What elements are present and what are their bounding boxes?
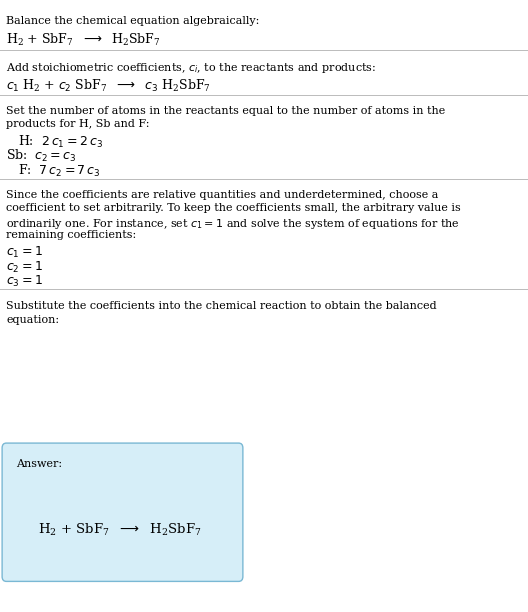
Text: remaining coefficients:: remaining coefficients: — [6, 230, 137, 240]
Text: $c_1$ H$\mathregular{_2}$ + $c_2$ SbF$\mathregular{_7}$  $\longrightarrow$  $c_3: $c_1$ H$\mathregular{_2}$ + $c_2$ SbF$\m… — [6, 78, 211, 94]
Text: $c_3 = 1$: $c_3 = 1$ — [6, 274, 43, 289]
FancyBboxPatch shape — [2, 443, 243, 581]
Text: coefficient to set arbitrarily. To keep the coefficients small, the arbitrary va: coefficient to set arbitrarily. To keep … — [6, 203, 461, 213]
Text: $\mathregular{H_2}$ + SbF$\mathregular{_7}$  $\longrightarrow$  H$\mathregular{_: $\mathregular{H_2}$ + SbF$\mathregular{_… — [38, 522, 202, 539]
Text: ordinarily one. For instance, set $c_1 = 1$ and solve the system of equations fo: ordinarily one. For instance, set $c_1 =… — [6, 217, 460, 231]
Text: Balance the chemical equation algebraically:: Balance the chemical equation algebraica… — [6, 16, 260, 26]
Text: equation:: equation: — [6, 315, 60, 324]
Text: Set the number of atoms in the reactants equal to the number of atoms in the: Set the number of atoms in the reactants… — [6, 106, 446, 116]
Text: Answer:: Answer: — [16, 459, 62, 469]
Text: products for H, Sb and F:: products for H, Sb and F: — [6, 119, 150, 129]
Text: H:  $2\,c_1 = 2\,c_3$: H: $2\,c_1 = 2\,c_3$ — [18, 133, 103, 149]
Text: Sb:  $c_2 = c_3$: Sb: $c_2 = c_3$ — [6, 148, 77, 164]
Text: $c_2 = 1$: $c_2 = 1$ — [6, 259, 43, 275]
Text: Since the coefficients are relative quantities and underdetermined, choose a: Since the coefficients are relative quan… — [6, 190, 439, 200]
Text: F:  $7\,c_2 = 7\,c_3$: F: $7\,c_2 = 7\,c_3$ — [18, 163, 101, 179]
Text: $c_1 = 1$: $c_1 = 1$ — [6, 245, 43, 260]
Text: Substitute the coefficients into the chemical reaction to obtain the balanced: Substitute the coefficients into the che… — [6, 301, 437, 311]
Text: Add stoichiometric coefficients, $\mathit{c_i}$, to the reactants and products:: Add stoichiometric coefficients, $\mathi… — [6, 61, 376, 75]
Text: $\mathregular{H_2}$ + SbF$\mathregular{_7}$  $\longrightarrow$  H$\mathregular{_: $\mathregular{H_2}$ + SbF$\mathregular{_… — [6, 32, 161, 48]
